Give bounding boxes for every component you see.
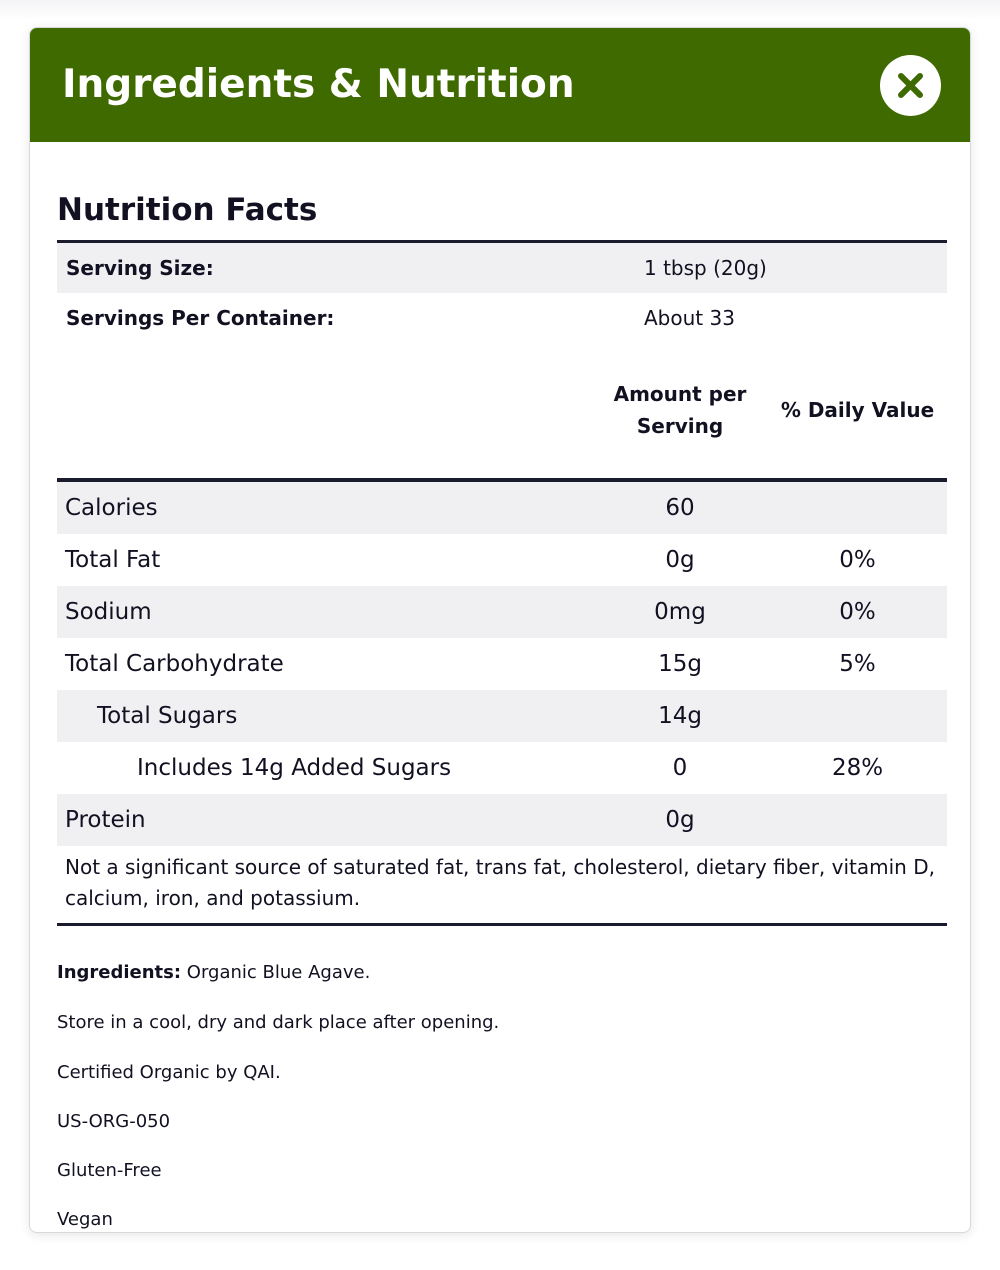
gluten-free-note: Gluten-Free — [57, 1160, 162, 1181]
nutrient-row: Includes 14g Added Sugars 0 28% — [57, 742, 947, 794]
serving-size-label: Serving Size: — [66, 256, 214, 280]
nutrient-row: Total Fat 0g 0% — [57, 534, 947, 586]
nutrient-row: Calories 60 — [57, 482, 947, 534]
servings-per-container-value: About 33 — [644, 306, 735, 330]
nutrient-row: Sodium 0mg 0% — [57, 586, 947, 638]
nutrient-label: Protein — [65, 807, 146, 833]
nutrient-daily-value: 5% — [839, 651, 876, 677]
divider-bottom — [57, 923, 947, 926]
column-header-amount: Amount per Serving — [613, 382, 747, 438]
page-top-strip — [0, 0, 1000, 20]
nutrient-label: Total Carbohydrate — [65, 651, 284, 677]
nutrient-label: Calories — [65, 495, 158, 521]
nutrient-label: Sodium — [65, 599, 152, 625]
nutrient-amount: 0g — [665, 547, 695, 573]
ingredients-line: Ingredients: Organic Blue Agave. — [57, 961, 370, 985]
nutrient-amount: 0mg — [654, 599, 706, 625]
ingredients-label: Ingredients: — [57, 962, 182, 983]
nutrition-facts-title: Nutrition Facts — [57, 192, 318, 228]
nutrient-amount: 0 — [672, 755, 688, 781]
modal-header: Ingredients & Nutrition — [30, 28, 970, 142]
nutrient-amount: 0g — [665, 807, 695, 833]
divider-middle — [57, 478, 947, 482]
nutrient-daily-value: 28% — [831, 755, 884, 781]
nutrient-row: Total Carbohydrate 15g 5% — [57, 638, 947, 690]
nutrition-footnote: Not a significant source of saturated fa… — [65, 855, 935, 910]
storage-note: Store in a cool, dry and dark place afte… — [57, 1012, 500, 1033]
certification-note: Certified Organic by QAI. — [57, 1062, 281, 1083]
nutrient-label: Includes 14g Added Sugars — [137, 755, 452, 781]
nutrient-label: Total Sugars — [97, 703, 238, 729]
vegan-note: Vegan — [57, 1209, 113, 1230]
nutrient-daily-value: 0% — [839, 599, 876, 625]
close-button[interactable] — [880, 55, 941, 116]
serving-size-row: Serving Size: 1 tbsp (20g) — [57, 243, 947, 293]
nutrient-daily-value: 0% — [839, 547, 876, 573]
divider-top — [57, 240, 947, 243]
modal-title: Ingredients & Nutrition — [62, 62, 575, 107]
nutrient-amount: 60 — [665, 495, 695, 521]
servings-per-container-row: Servings Per Container: About 33 — [57, 293, 947, 343]
serving-size-value: 1 tbsp (20g) — [644, 256, 767, 280]
nutrient-amount: 14g — [658, 703, 702, 729]
column-header-daily-value: % Daily Value — [780, 398, 935, 422]
nutrient-row: Protein 0g — [57, 794, 947, 846]
nutrition-modal: Ingredients & Nutrition Nutrition Facts … — [29, 27, 971, 1233]
nutrient-row: Total Sugars 14g — [57, 690, 947, 742]
servings-per-container-label: Servings Per Container: — [66, 306, 335, 330]
certification-code: US-ORG-050 — [57, 1111, 171, 1132]
nutrient-label: Total Fat — [65, 547, 161, 573]
nutrient-amount: 15g — [658, 651, 702, 677]
ingredients-value: Organic Blue Agave. — [181, 962, 371, 983]
close-icon — [898, 73, 923, 98]
